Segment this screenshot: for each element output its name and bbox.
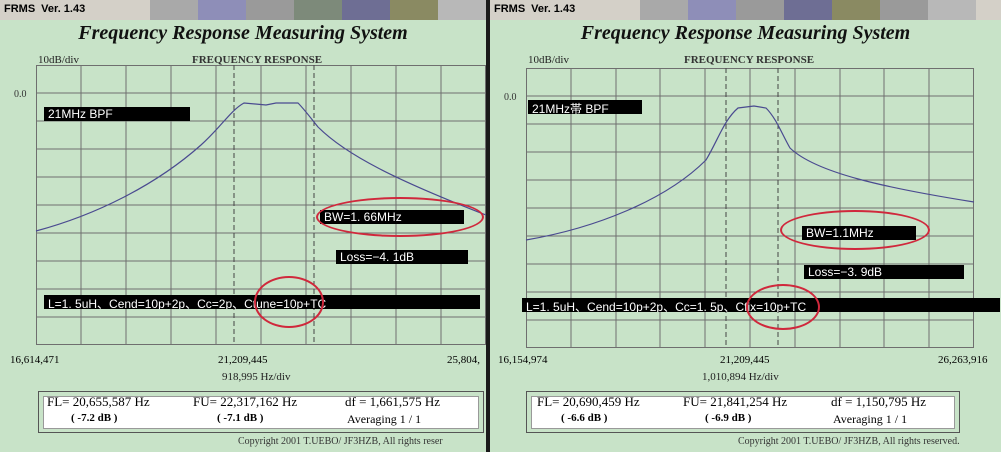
scale-label: 10dB/div (528, 54, 569, 66)
measurement-panel: FL= 20,655,587 Hz ( -7.2 dB ) FU= 22,317… (38, 391, 484, 433)
averaging-label: Averaging 1 / 1 (833, 412, 908, 426)
window-title: FRMS (4, 3, 36, 15)
lower-frequency: FL= 20,655,587 Hz (47, 394, 150, 409)
averaging-label: Averaging 1 / 1 (347, 412, 422, 426)
x-axis-start-label: 16,614,471 (10, 354, 60, 366)
copyright-label: Copyright 2001 T.UEBO/ JF3HZB, All right… (738, 436, 960, 447)
color-swatches (150, 0, 486, 20)
version-label: Ver. 1.43 (531, 3, 576, 15)
bandwidth-delta: df = 1,661,575 Hz (345, 394, 441, 409)
bandwidth-annotation-circle (780, 210, 930, 250)
filter-label: 21MHz帯 BPF (528, 100, 642, 114)
upper-frequency: FU= 21,841,254 Hz (683, 394, 788, 409)
window-divider (486, 0, 490, 452)
frms-window-left: FRMS Ver. 1.43 Frequency Response Measuri… (0, 0, 486, 452)
zero-db-label: 0.0 (14, 89, 27, 100)
x-axis-center-label: 21,209,445 (218, 354, 268, 366)
bandwidth-delta: df = 1,150,795 Hz (831, 394, 927, 409)
upper-frequency-db: ( -6.9 dB ) (705, 412, 752, 424)
app-title: Frequency Response Measuring System (580, 22, 911, 44)
x-axis-div-label: 918,995 Hz/div (222, 371, 291, 383)
x-axis-div-label: 1,010,894 Hz/div (702, 371, 779, 383)
lower-frequency-db: ( -6.6 dB ) (561, 412, 608, 424)
filter-label: 21MHz BPF (44, 107, 190, 121)
copyright-label: Copyright 2001 T.UEBO/ JF3HZB, All right… (238, 436, 443, 447)
loss-label: Loss=−4. 1dB (336, 250, 468, 264)
app-title: Frequency Response Measuring System (78, 22, 408, 44)
title-bar: FRMS Ver. 1.43 (0, 0, 486, 20)
zero-db-label: 0.0 (504, 92, 517, 103)
measurement-panel: FL= 20,690,459 Hz ( -6.6 dB ) FU= 21,841… (526, 391, 960, 433)
x-axis-end-label: 25,804, (447, 354, 480, 366)
title-bar: FRMS Ver. 1.43 (490, 0, 1001, 20)
cc-annotation-circle (254, 276, 324, 328)
version-label: Ver. 1.43 (41, 3, 86, 15)
x-axis-start-label: 16,154,974 (498, 354, 548, 366)
cc-annotation-circle (746, 284, 820, 330)
upper-frequency-db: ( -7.1 dB ) (217, 412, 264, 424)
graph-title: FREQUENCY RESPONSE (192, 54, 323, 66)
scale-label: 10dB/div (38, 54, 79, 66)
lower-frequency-db: ( -7.2 dB ) (71, 412, 118, 424)
loss-label: Loss=−3. 9dB (804, 265, 964, 279)
frms-window-right: FRMS Ver. 1.43 Frequency Response Measuri… (490, 0, 1001, 452)
bandwidth-annotation-circle (316, 197, 484, 237)
x-axis-center-label: 21,209,445 (720, 354, 770, 366)
x-axis-end-label: 26,263,916 (938, 354, 988, 366)
window-title: FRMS (494, 3, 526, 15)
upper-frequency: FU= 22,317,162 Hz (193, 394, 298, 409)
color-swatches (640, 0, 976, 20)
lower-frequency: FL= 20,690,459 Hz (537, 394, 640, 409)
graph-title: FREQUENCY RESPONSE (684, 54, 815, 66)
